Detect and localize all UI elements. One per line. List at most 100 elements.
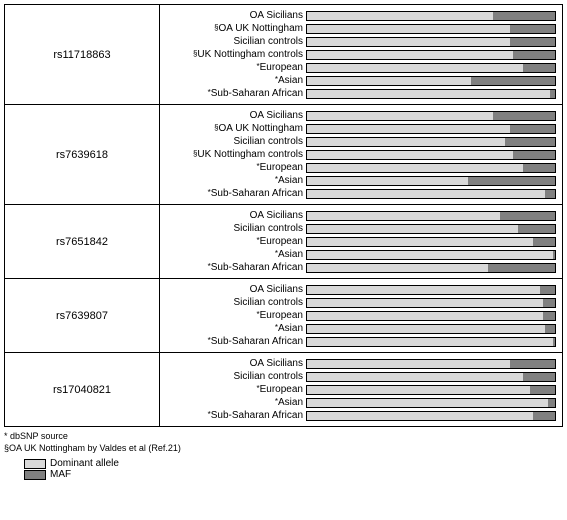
bar-row: *Asian [166, 248, 556, 261]
allele-bar [306, 263, 556, 273]
segment-maf [510, 25, 555, 33]
bars-cell: OA SiciliansSicilian controls*European*A… [160, 353, 562, 426]
segment-dominant [307, 125, 510, 133]
allele-bar [306, 311, 556, 321]
allele-bar [306, 50, 556, 60]
population-label: *Asian [166, 323, 306, 334]
bars-cell: OA Sicilians §OA UK Nottingham Sicilian co… [160, 105, 562, 204]
bar-row: *Asian [166, 322, 556, 335]
segment-dominant [307, 12, 493, 20]
bar-row: Sicilian controls [166, 222, 556, 235]
bar-row: *Sub-Saharan African [166, 187, 556, 200]
snp-id-cell: rs7639618 [5, 105, 160, 204]
population-label-text: Sicilian controls [234, 297, 303, 308]
population-label-text: OA Sicilians [250, 210, 303, 221]
population-label-text: Sicilian controls [234, 36, 303, 47]
population-label-text: Sicilian controls [234, 136, 303, 147]
segment-dominant [307, 212, 500, 220]
bars-cell: OA Sicilians§OA UK NottinghamSicilian co… [160, 5, 562, 104]
segment-dominant [307, 64, 523, 72]
segment-dominant [307, 325, 545, 333]
segment-dominant [307, 38, 510, 46]
allele-bar [306, 111, 556, 121]
population-label: OA Sicilians [166, 284, 306, 295]
segment-maf [548, 399, 555, 407]
bar-row: OA Sicilians [166, 357, 556, 370]
segment-dominant [307, 360, 510, 368]
population-label-text: OA Sicilians [250, 110, 303, 121]
population-label: §UK Nottingham controls [166, 49, 306, 60]
population-label-text: Sub-Saharan African [211, 262, 303, 273]
allele-bar [306, 250, 556, 260]
segment-maf [553, 338, 555, 346]
segment-dominant [307, 299, 543, 307]
population-label: *Asian [166, 175, 306, 186]
segment-maf [468, 177, 555, 185]
bar-row: Sicilian controls [166, 35, 556, 48]
population-label: *Sub-Saharan African [166, 336, 306, 347]
population-label-text: OA Sicilians [250, 284, 303, 295]
population-label-text: European [260, 384, 303, 395]
segment-dominant [307, 373, 523, 381]
bar-row: *European [166, 61, 556, 74]
allele-bar [306, 89, 556, 99]
segment-maf [543, 312, 555, 320]
population-label: OA Sicilians [166, 110, 306, 121]
bar-row: *Sub-Saharan African [166, 261, 556, 274]
legend-dominant: Dominant allele [24, 458, 563, 469]
population-label-text: Sub-Saharan African [211, 188, 303, 199]
segment-dominant [307, 112, 493, 120]
segment-maf [540, 286, 555, 294]
population-label-text: UK Nottingham controls [197, 49, 303, 60]
bar-row: *Asian [166, 396, 556, 409]
population-label: *Sub-Saharan African [166, 188, 306, 199]
legend-maf: MAF [24, 469, 563, 480]
allele-bar [306, 176, 556, 186]
snp-allele-table: rs11718863 OA Sicilians §OA UK Nottingham S… [4, 4, 563, 427]
bar-row: *Sub-Saharan African [166, 409, 556, 422]
snp-id-cell: rs11718863 [5, 5, 160, 104]
segment-maf [518, 225, 555, 233]
allele-bar [306, 298, 556, 308]
population-label: *European [166, 162, 306, 173]
segment-dominant [307, 386, 530, 394]
bars-cell: OA SiciliansSicilian controls*European*A… [160, 279, 562, 352]
allele-bar [306, 11, 556, 21]
allele-bar [306, 324, 556, 334]
bar-row: *Sub-Saharan African [166, 87, 556, 100]
population-label-text: Sub-Saharan African [211, 88, 303, 99]
population-label: §UK Nottingham controls [166, 149, 306, 160]
snp-id-cell: rs17040821 [5, 353, 160, 426]
bar-row: §UK Nottingham controls [166, 48, 556, 61]
segment-dominant [307, 412, 533, 420]
legend-dominant-label: Dominant allele [50, 458, 119, 469]
allele-bar [306, 150, 556, 160]
population-label-text: Sub-Saharan African [211, 336, 303, 347]
allele-bar [306, 63, 556, 73]
segment-dominant [307, 51, 513, 59]
legend: Dominant allele MAF [4, 458, 563, 480]
population-label: Sicilian controls [166, 371, 306, 382]
segment-dominant [307, 138, 505, 146]
footnote-dbsnp: * dbSNP source [4, 431, 563, 443]
population-label: §OA UK Nottingham [166, 123, 306, 134]
segment-maf [550, 90, 555, 98]
bar-row: *Sub-Saharan African [166, 335, 556, 348]
bar-row: OA Sicilians [166, 109, 556, 122]
allele-bar [306, 211, 556, 221]
population-label: Sicilian controls [166, 223, 306, 234]
population-label: *Asian [166, 75, 306, 86]
allele-bar [306, 398, 556, 408]
allele-bar [306, 24, 556, 34]
segment-maf [510, 360, 555, 368]
segment-dominant [307, 251, 553, 259]
snp-group: rs17040821 OA Sicilians Sicilian controls *… [5, 353, 562, 426]
allele-bar [306, 76, 556, 86]
bar-row: Sicilian controls [166, 370, 556, 383]
population-label: *Sub-Saharan African [166, 88, 306, 99]
footnotes: * dbSNP source §OA UK Nottingham by Vald… [4, 431, 563, 454]
bar-row: OA Sicilians [166, 283, 556, 296]
population-label-text: OA Sicilians [250, 358, 303, 369]
population-label: Sicilian controls [166, 297, 306, 308]
population-label: Sicilian controls [166, 36, 306, 47]
